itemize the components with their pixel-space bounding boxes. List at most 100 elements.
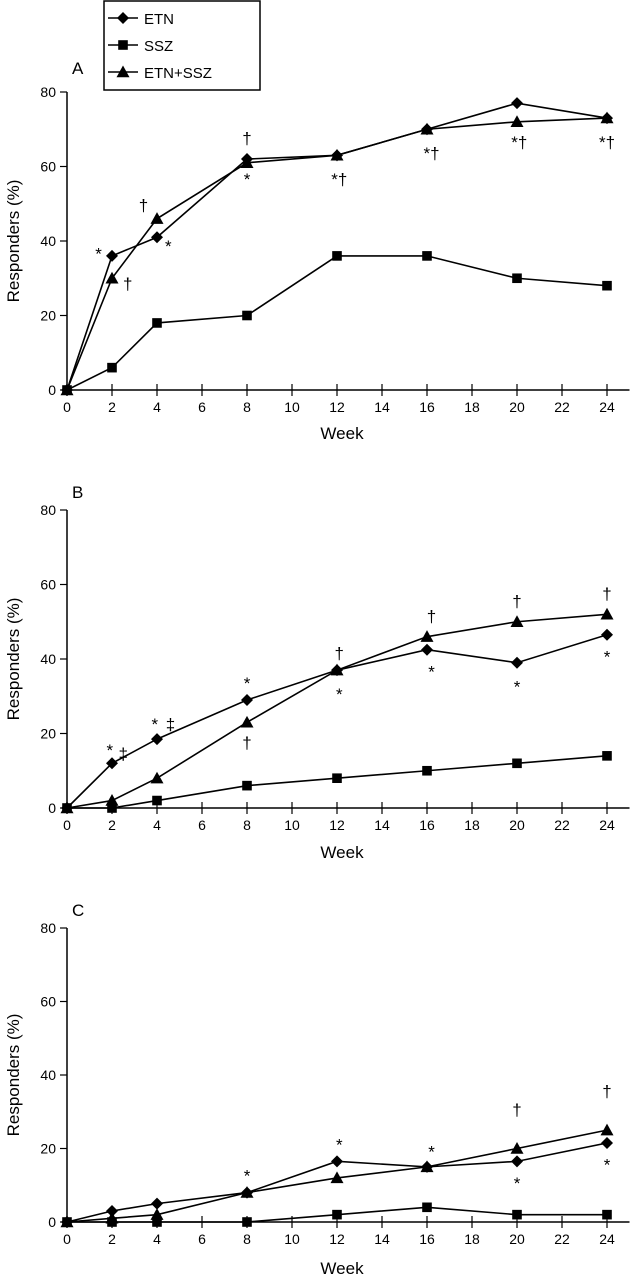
x-axis-title: Week [320, 1259, 364, 1278]
data-point-etn [511, 1155, 523, 1168]
x-axis-title: Week [320, 843, 364, 862]
data-point-ssz [512, 1209, 522, 1220]
x-tick-label: 0 [63, 399, 71, 415]
significance-marker: * [336, 685, 343, 704]
y-tick-label: 80 [40, 920, 56, 936]
panel-label: B [72, 483, 83, 502]
legend-entry-etn-ssz: ETN+SSZ [108, 65, 212, 82]
data-point-etn-ssz [240, 1186, 254, 1198]
data-point-etn-ssz [105, 1211, 119, 1224]
x-tick-label: 12 [329, 817, 345, 833]
data-point-etn-ssz [330, 663, 344, 676]
significance-marker: * [428, 1143, 435, 1162]
significance-marker: * [151, 715, 158, 734]
significance-marker: * [336, 1135, 343, 1154]
data-point-etn-ssz [420, 122, 434, 135]
y-tick-label: 40 [40, 233, 56, 249]
data-point-etn-ssz [510, 115, 524, 127]
data-point-etn [241, 693, 253, 706]
data-point-etn-ssz [105, 271, 119, 284]
x-tick-label: 24 [599, 1231, 615, 1247]
x-tick-label: 16 [419, 1231, 435, 1247]
data-point-ssz [152, 795, 162, 806]
data-point-ssz [602, 751, 612, 761]
x-tick-label: 12 [329, 1231, 345, 1247]
y-tick-label: 20 [40, 308, 56, 324]
y-tick-label: 80 [40, 502, 56, 518]
data-point-etn [106, 1204, 118, 1217]
legend: ETN SSZ ETN+SSZ [103, 0, 261, 91]
x-tick-label: 16 [419, 399, 435, 415]
data-point-ssz [107, 803, 117, 813]
series-etn-ssz [60, 607, 614, 814]
series-etn-ssz [60, 1123, 614, 1228]
series-line-etn-ssz [66, 117, 608, 391]
x-tick-label: 8 [243, 817, 251, 833]
legend-entry-ssz: SSZ [108, 38, 173, 55]
significance-marker: * [244, 1167, 251, 1186]
y-tick-label: 0 [48, 1214, 56, 1230]
data-point-etn [151, 231, 163, 244]
data-point-ssz [242, 780, 252, 791]
x-tick-label: 4 [153, 399, 161, 415]
x-tick-label: 2 [108, 1231, 116, 1247]
y-axis-title: Responders (%) [4, 1014, 23, 1137]
data-point-etn [601, 1136, 613, 1149]
data-point-etn-ssz [105, 794, 119, 806]
significance-marker: * [604, 1156, 611, 1175]
data-point-etn [331, 1155, 343, 1168]
data-point-ssz [332, 773, 342, 783]
significance-marker: † [512, 1100, 521, 1119]
data-point-etn-ssz [420, 630, 434, 642]
data-point-ssz [152, 318, 162, 328]
x-tick-label: 18 [464, 817, 480, 833]
x-tick-label: 24 [599, 399, 615, 415]
y-tick-label: 60 [40, 577, 56, 593]
series-etn-ssz [60, 111, 614, 396]
series-line-ssz [66, 255, 608, 391]
data-point-etn [511, 656, 523, 669]
significance-marker: † [512, 592, 521, 611]
series-line-etn-ssz [66, 1129, 608, 1223]
data-point-ssz [422, 1202, 432, 1213]
data-point-etn-ssz [600, 607, 614, 620]
panel-label: A [72, 59, 84, 78]
data-point-etn-ssz [60, 801, 74, 814]
y-tick-label: 60 [40, 159, 56, 175]
data-point-etn [106, 757, 118, 770]
series-ssz [62, 251, 612, 395]
data-point-ssz [332, 1209, 342, 1220]
x-tick-label: 6 [198, 399, 206, 415]
series-line-etn [66, 102, 608, 391]
x-tick-label: 4 [153, 817, 161, 833]
data-point-etn-ssz [150, 771, 164, 784]
x-tick-label: 2 [108, 399, 116, 415]
series-line-ssz [67, 1206, 607, 1223]
series-etn [61, 1136, 613, 1228]
significance-marker: * [106, 741, 113, 760]
significance-marker: * [95, 245, 102, 264]
y-axis-title: Responders (%) [4, 180, 23, 303]
series-etn [61, 97, 613, 396]
y-tick-label: 0 [48, 800, 56, 816]
data-point-ssz [422, 251, 432, 261]
x-tick-label: 10 [284, 1231, 300, 1247]
data-point-etn-ssz [330, 148, 344, 161]
significance-marker: ‡ [166, 715, 175, 734]
x-tick-label: 14 [374, 399, 390, 415]
legend-marker-diamond [117, 12, 129, 24]
y-tick-label: 60 [40, 994, 56, 1010]
significance-marker: ‡ [119, 745, 128, 764]
panel-label: C [72, 901, 84, 920]
significance-marker: *† [511, 133, 527, 152]
data-point-ssz [602, 280, 612, 291]
data-point-etn-ssz [510, 1142, 524, 1154]
x-tick-label: 4 [153, 1231, 161, 1247]
x-tick-label: 8 [243, 399, 251, 415]
legend-label: ETN [144, 11, 174, 28]
data-point-etn-ssz [150, 212, 164, 224]
legend-marker-square [118, 40, 128, 50]
